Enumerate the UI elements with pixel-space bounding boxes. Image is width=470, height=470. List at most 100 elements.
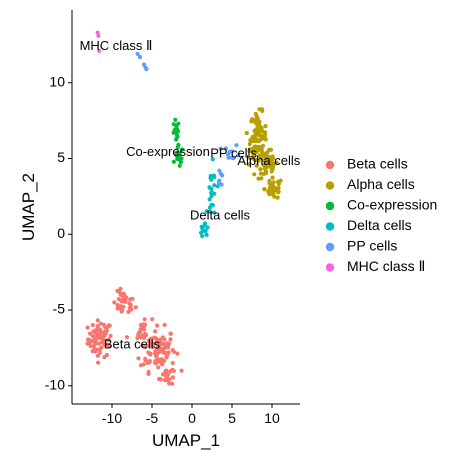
data-point (269, 159, 274, 164)
data-point (178, 159, 183, 165)
x-tick-label: -10 (102, 410, 122, 426)
data-point (126, 309, 131, 315)
data-point (87, 338, 92, 343)
legend-label: Alpha cells (347, 176, 415, 192)
data-point (170, 347, 175, 353)
cluster-label: MHC class Ⅱ (80, 38, 153, 53)
data-point (210, 157, 215, 162)
data-point (175, 150, 180, 155)
data-point (176, 156, 181, 161)
data-point (208, 209, 213, 214)
data-point (88, 343, 93, 349)
y-tick-label: -10 (45, 377, 65, 393)
data-point (119, 299, 124, 304)
data-point (118, 286, 123, 291)
data-point (157, 376, 162, 382)
data-point (175, 129, 181, 134)
data-point (160, 372, 166, 377)
data-point (159, 357, 164, 362)
data-point (257, 119, 262, 124)
data-point (209, 193, 214, 199)
data-point (155, 323, 160, 328)
data-point (170, 381, 175, 386)
data-point (172, 127, 177, 133)
data-point (154, 353, 159, 358)
data-point (180, 147, 185, 152)
data-point (144, 67, 149, 72)
data-point (165, 372, 171, 377)
series-2-points (171, 117, 185, 168)
data-point (112, 300, 117, 305)
data-point (200, 233, 205, 239)
cluster-label: Alpha cells (237, 153, 300, 168)
data-point (143, 344, 148, 349)
data-point (143, 331, 148, 336)
data-point (115, 306, 120, 311)
data-point (96, 341, 101, 346)
data-point (203, 228, 208, 233)
cluster-label: PP cells (210, 145, 257, 160)
data-point (207, 185, 212, 190)
data-point (153, 329, 158, 334)
data-point (162, 345, 167, 350)
data-point (256, 158, 261, 163)
data-point (259, 156, 264, 161)
data-point (269, 169, 274, 174)
data-point (255, 122, 260, 127)
data-point (106, 323, 112, 328)
data-point (252, 118, 257, 123)
data-point (266, 154, 271, 159)
data-point (256, 176, 261, 181)
data-point (148, 352, 153, 357)
cluster-label: Co-expression (126, 144, 210, 159)
data-point (260, 152, 265, 157)
data-point (102, 355, 107, 360)
data-point (254, 163, 259, 168)
data-point (165, 351, 170, 356)
data-point (159, 347, 164, 353)
series-1-points (244, 107, 283, 200)
series-4-points (135, 51, 241, 187)
x-tick-label: 5 (228, 410, 236, 426)
data-point (198, 230, 204, 235)
data-point (136, 332, 141, 337)
data-point (148, 336, 153, 341)
data-point (251, 146, 256, 151)
data-point (204, 209, 209, 214)
data-point (166, 381, 172, 386)
data-point (115, 288, 120, 293)
data-point (103, 325, 108, 330)
data-point (160, 335, 165, 340)
data-point (253, 111, 258, 116)
data-point (267, 178, 272, 184)
data-point (263, 137, 268, 142)
legend-swatch (325, 181, 335, 190)
data-point (137, 54, 143, 60)
data-point (150, 340, 155, 345)
data-point (162, 322, 167, 327)
data-point (204, 232, 209, 237)
data-point (260, 143, 266, 148)
data-point (175, 145, 180, 150)
data-point (159, 361, 165, 366)
data-point (170, 367, 175, 372)
data-point (135, 336, 140, 341)
data-point (156, 365, 161, 370)
data-point (122, 293, 127, 298)
data-point (153, 349, 158, 354)
data-point (275, 195, 280, 200)
data-point (272, 194, 277, 199)
data-point (249, 136, 254, 142)
data-point (103, 338, 108, 343)
legend-swatch (325, 160, 335, 170)
data-point (118, 304, 123, 309)
points-layer (85, 30, 283, 386)
data-point (226, 152, 231, 157)
data-point (257, 107, 262, 112)
data-point (249, 119, 254, 124)
data-point (270, 175, 275, 180)
data-point (210, 174, 215, 179)
data-point (212, 183, 217, 188)
x-ticks: -10 -5 0 5 10 (102, 404, 280, 426)
data-point (95, 333, 100, 338)
